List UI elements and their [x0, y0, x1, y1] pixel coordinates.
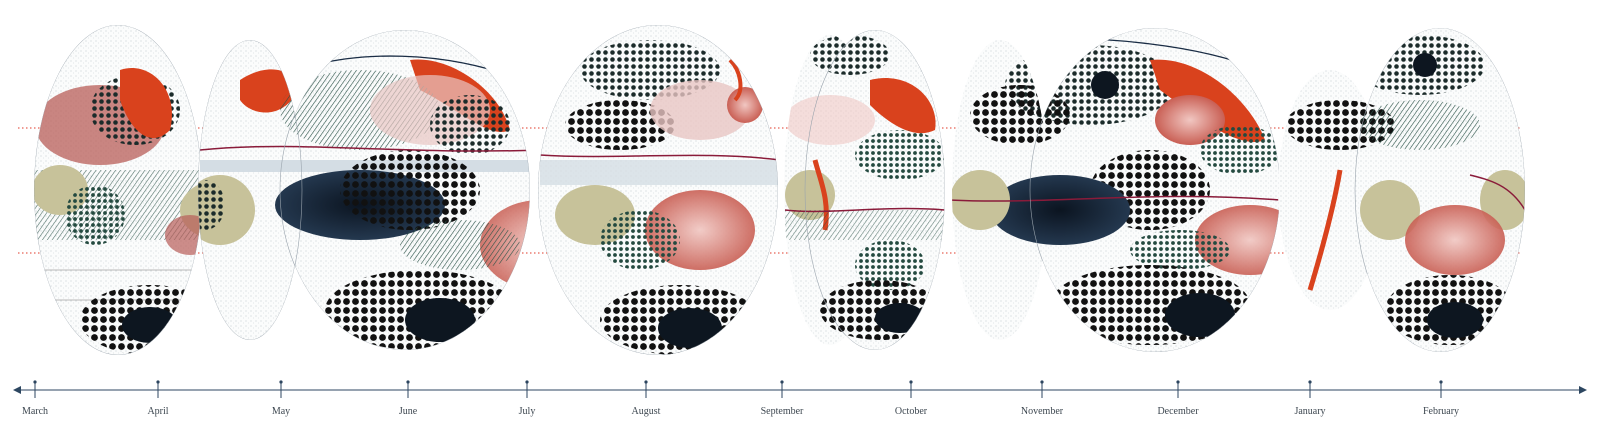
timeline-tick-dot: [279, 380, 283, 384]
month-label-december: December: [1157, 406, 1199, 417]
globe-april-june: [198, 30, 530, 350]
timeline-tick-dot: [1176, 380, 1180, 384]
globe-november-december: [952, 28, 1280, 352]
timeline: March April May June July August September Octo…: [13, 380, 1587, 417]
month-label-january: January: [1294, 406, 1325, 417]
timeline-tick-dot: [780, 380, 784, 384]
timeline-tick-dot: [406, 380, 410, 384]
month-label-august: August: [632, 406, 661, 417]
month-label-september: September: [761, 406, 804, 417]
timeline-tick-dot: [909, 380, 913, 384]
globe-july-august: [538, 25, 778, 355]
month-label-july: July: [519, 406, 536, 417]
globe-january-february: [1278, 28, 1525, 352]
timeline-tick-dot: [1439, 380, 1443, 384]
month-label-march: March: [22, 406, 48, 417]
month-label-october: October: [895, 406, 928, 417]
arrow-right-icon: [1579, 386, 1587, 394]
month-label-november: November: [1021, 406, 1064, 417]
timeline-tick-dot: [1308, 380, 1312, 384]
month-label-april: April: [147, 406, 168, 417]
timeline-tick-dot: [1040, 380, 1044, 384]
timeline-tick-dot: [644, 380, 648, 384]
timeline-tick-dot: [156, 380, 160, 384]
arrow-left-icon: [13, 386, 21, 394]
timeline-tick-dot: [525, 380, 529, 384]
month-label-february: February: [1423, 406, 1459, 417]
timeline-tick-dot: [33, 380, 37, 384]
globe-september-october: [784, 30, 945, 350]
month-label-may: May: [272, 406, 290, 417]
month-label-june: June: [399, 406, 418, 417]
